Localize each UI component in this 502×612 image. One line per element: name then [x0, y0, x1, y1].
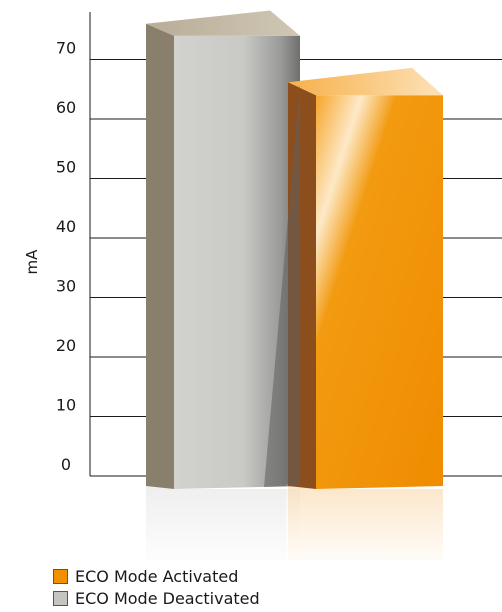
bar-reflection-activated [286, 484, 445, 560]
y-tick-label: 60 [56, 98, 76, 117]
y-tick-label: 10 [56, 396, 76, 415]
bar-shadow [264, 83, 300, 488]
bar-front-face [174, 35, 300, 489]
legend: ECO Mode Activated ECO Mode Deactivated [53, 565, 260, 609]
legend-item-deactivated: ECO Mode Deactivated [53, 587, 260, 609]
y-tick-label: 0 [61, 455, 71, 474]
bar-deactivated [144, 10, 302, 560]
y-tick-label: 40 [56, 217, 76, 236]
legend-swatch-activated [53, 568, 68, 584]
bar-top-face [146, 10, 300, 36]
bar-side-face [146, 23, 174, 489]
y-tick-label: 20 [56, 336, 76, 355]
bar-top-face [288, 67, 443, 96]
y-axis-title: mA [23, 249, 41, 275]
legend-label-deactivated: ECO Mode Deactivated [75, 588, 260, 608]
bar-reflection-deactivated [144, 484, 302, 560]
legend-swatch-deactivated [53, 590, 68, 606]
legend-item-activated: ECO Mode Activated [53, 565, 260, 587]
bar-chart: 0 10 20 30 40 50 60 70 mA [23, 10, 502, 560]
y-tick-label: 30 [56, 277, 76, 296]
y-tick-label: 50 [56, 158, 76, 177]
y-tick-label: 70 [56, 39, 76, 58]
legend-label-activated: ECO Mode Activated [75, 566, 239, 586]
bar-front-face [316, 95, 443, 489]
bar-activated [286, 67, 445, 560]
